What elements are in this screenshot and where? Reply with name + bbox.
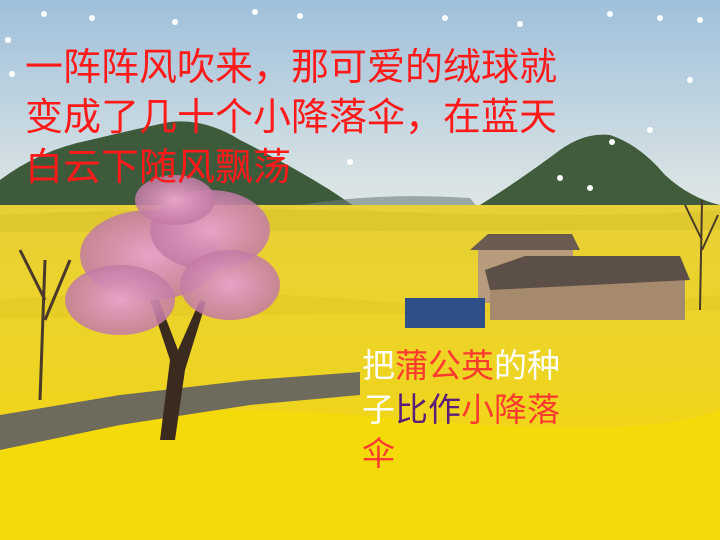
caption-segment: 子: [362, 390, 395, 429]
caption-segment-highlight: 伞: [362, 434, 395, 473]
tree-trunk: [150, 298, 206, 440]
headline-line-1: 一阵阵风吹来，那可爱的绒球就: [25, 45, 558, 89]
caption-segment: 的种: [494, 346, 560, 385]
left-mountain: [0, 121, 360, 215]
farmhouse: [405, 234, 690, 328]
headline: 一阵阵风吹来，那可爱的绒球就 变成了几十个小降落伞，在蓝天 白云下随风飘荡: [25, 42, 685, 192]
caption-segment-highlight: 蒲公英: [395, 346, 494, 385]
caption-segment-keyword: 比作: [395, 390, 461, 429]
caption-line-2: 子比作小降落: [362, 388, 612, 432]
headline-line-3: 白云下随风飘荡: [25, 145, 292, 189]
blossom-tree: [65, 175, 280, 335]
stone-wall: [0, 372, 360, 450]
caption-line-1: 把蒲公英的种: [362, 344, 612, 388]
caption-segment-highlight: 小降落: [461, 390, 560, 429]
blue-truck: [405, 298, 485, 328]
caption-segment: 把: [362, 346, 395, 385]
sparkles: [5, 9, 703, 191]
right-mountain: [480, 134, 720, 205]
caption-line-3: 伞: [362, 432, 612, 476]
headline-line-2: 变成了几十个小降落伞，在蓝天: [25, 95, 558, 139]
caption: 把蒲公英的种 子比作小降落 伞: [362, 344, 612, 476]
